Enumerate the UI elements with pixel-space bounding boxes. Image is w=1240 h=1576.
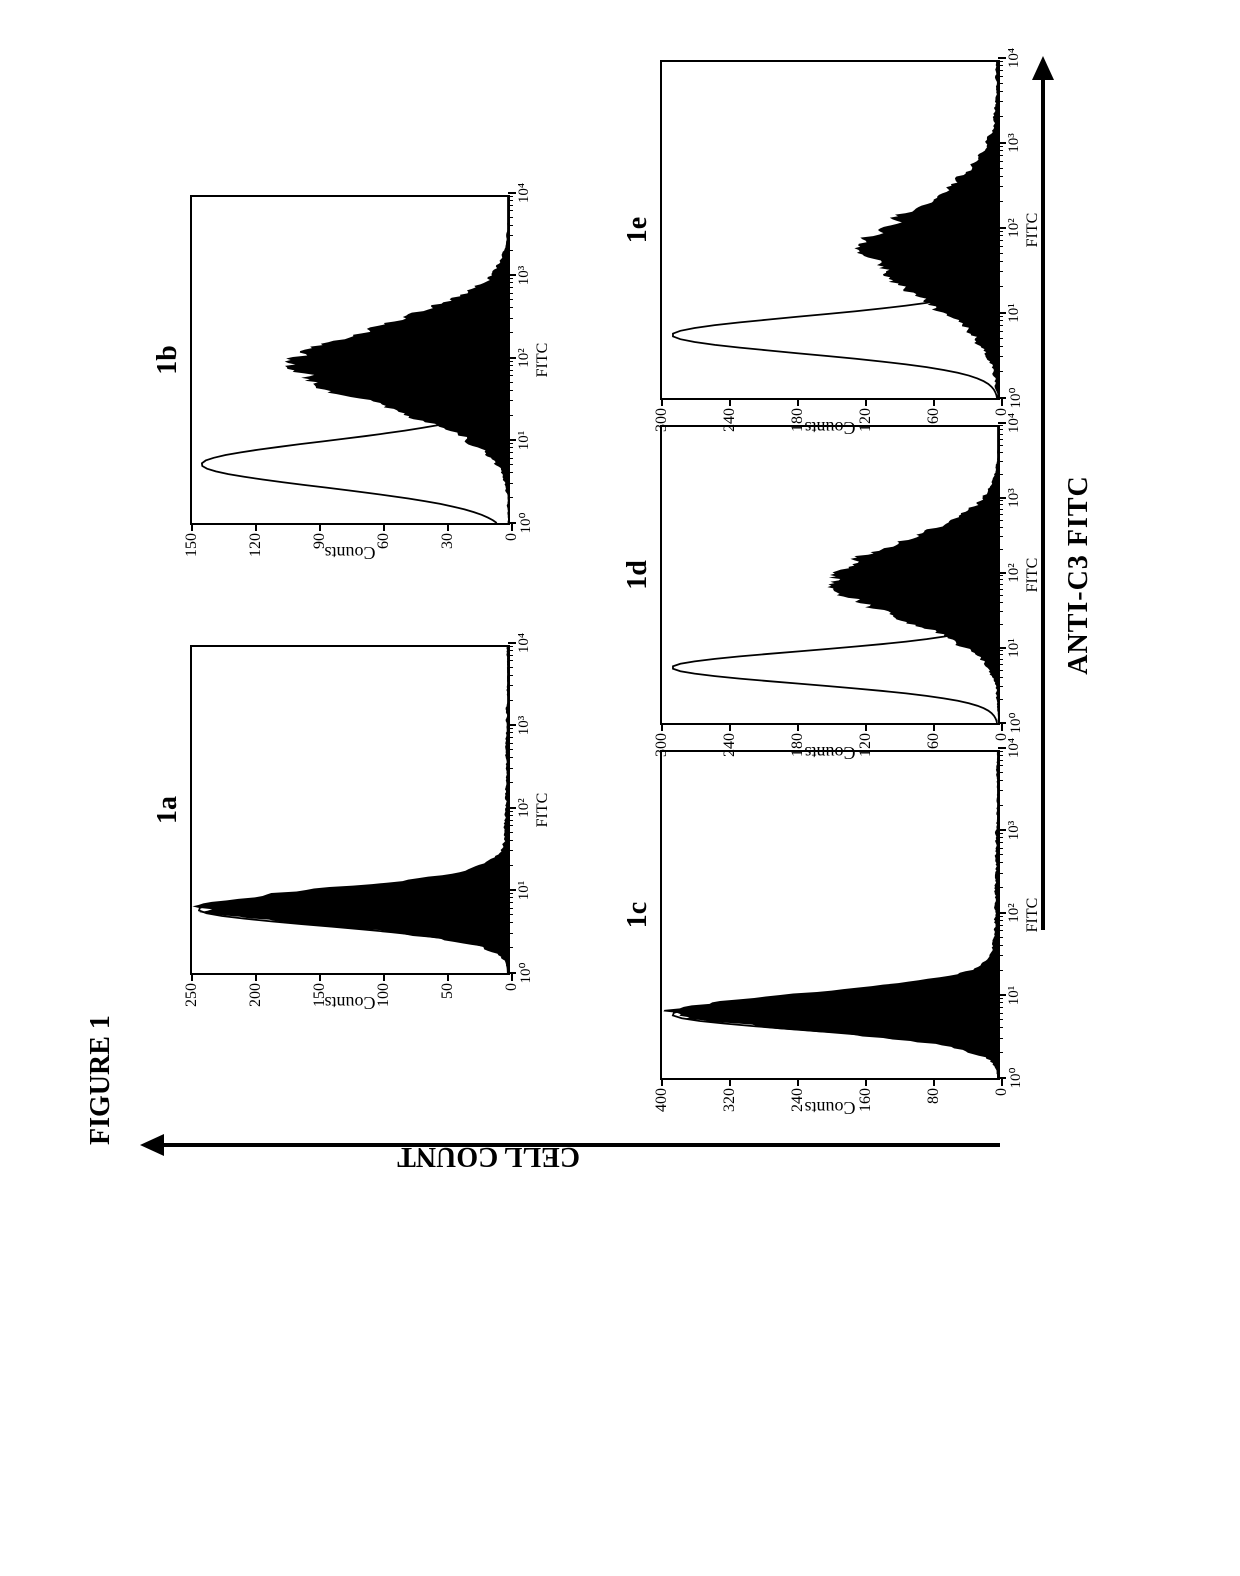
plot-box: 080160240320400Counts10⁰10¹10²10³10⁴FITC bbox=[660, 750, 1000, 1080]
panels-wrapper: ANTI-C3 FITC 1a050100150200250Counts10⁰1… bbox=[130, 60, 1030, 1090]
y-tick-label: 0 bbox=[993, 1088, 1011, 1096]
x-tick-label: 10⁰ bbox=[1006, 1067, 1025, 1088]
y-axis-title: Counts bbox=[804, 742, 855, 763]
y-tick-label: 30 bbox=[439, 533, 457, 549]
y-tick-label: 400 bbox=[653, 1088, 671, 1112]
y-tick-label: 300 bbox=[653, 733, 671, 757]
x-tick-label: 10² bbox=[516, 798, 533, 818]
x-axis-sublabel: FITC bbox=[1024, 558, 1042, 593]
x-tick-label: 10⁴ bbox=[516, 633, 533, 653]
plot-box: 060120180240300Counts10⁰10¹10²10³10⁴FITC bbox=[660, 425, 1000, 725]
y-tick-label: 120 bbox=[247, 533, 265, 557]
x-tick-label: 10² bbox=[516, 348, 533, 368]
x-axis-sublabel: FITC bbox=[534, 343, 552, 378]
y-tick-label: 300 bbox=[653, 408, 671, 432]
x-tick-label: 10¹ bbox=[516, 431, 533, 451]
panel-label: 1a bbox=[152, 796, 184, 824]
y-tick-label: 100 bbox=[375, 983, 393, 1007]
y-axis-title: Counts bbox=[324, 992, 375, 1013]
y-tick-label: 0 bbox=[503, 533, 521, 541]
y-tick-label: 60 bbox=[375, 533, 393, 549]
y-tick-label: 320 bbox=[721, 1088, 739, 1112]
x-tick-label: 10² bbox=[1006, 218, 1023, 238]
plot-box: 050100150200250Counts10⁰10¹10²10³10⁴FITC bbox=[190, 645, 510, 975]
panel-1b: 1b0306090120150Counts10⁰10¹10²10³10⁴FITC bbox=[190, 195, 510, 525]
x-tick-label: 10⁰ bbox=[516, 962, 535, 983]
histogram-svg bbox=[662, 62, 998, 398]
x-tick-label: 10³ bbox=[516, 716, 533, 736]
figure-container: FIGURE 1 CELL COUNT ANTI-C3 FITC 1a05010… bbox=[80, 50, 1180, 1150]
x-axis-sublabel: FITC bbox=[534, 793, 552, 828]
x-axis-global-label: ANTI-C3 FITC bbox=[1063, 475, 1095, 674]
y-axis-title: Counts bbox=[804, 1097, 855, 1118]
y-axis-title: Counts bbox=[324, 542, 375, 563]
histogram-filled bbox=[663, 752, 998, 1078]
panel-label: 1b bbox=[152, 345, 184, 375]
y-tick-label: 0 bbox=[993, 733, 1011, 741]
y-tick-label: 50 bbox=[439, 983, 457, 999]
y-tick-label: 240 bbox=[721, 408, 739, 432]
histogram-filled bbox=[827, 427, 998, 723]
x-tick-label: 10¹ bbox=[1006, 638, 1023, 658]
histogram-filled bbox=[285, 197, 508, 523]
x-tick-label: 10⁴ bbox=[1006, 48, 1023, 68]
x-tick-label: 10¹ bbox=[1006, 986, 1023, 1006]
y-tick-label: 80 bbox=[925, 1088, 943, 1104]
x-tick-label: 10⁰ bbox=[1006, 712, 1025, 733]
y-tick-label: 150 bbox=[183, 533, 201, 557]
x-tick-label: 10⁰ bbox=[1006, 387, 1025, 408]
histogram-svg bbox=[192, 197, 508, 523]
panel-label: 1e bbox=[622, 217, 654, 243]
x-tick-label: 10³ bbox=[1006, 488, 1023, 508]
plot-box: 0306090120150Counts10⁰10¹10²10³10⁴FITC bbox=[190, 195, 510, 525]
x-axis-sublabel: FITC bbox=[1024, 213, 1042, 248]
panel-1c: 1c080160240320400Counts10⁰10¹10²10³10⁴FI… bbox=[660, 750, 1000, 1080]
x-tick-label: 10⁰ bbox=[516, 512, 535, 533]
panel-label: 1c bbox=[622, 902, 654, 928]
histogram-svg bbox=[662, 752, 998, 1078]
x-tick-label: 10³ bbox=[1006, 821, 1023, 841]
x-tick-label: 10¹ bbox=[1006, 303, 1023, 323]
y-tick-label: 60 bbox=[925, 733, 943, 749]
panel-1d: 1d060120180240300Counts10⁰10¹10²10³10⁴FI… bbox=[660, 425, 1000, 725]
y-tick-label: 120 bbox=[857, 733, 875, 757]
x-tick-label: 10² bbox=[1006, 563, 1023, 583]
panel-label: 1d bbox=[622, 560, 654, 590]
y-tick-label: 240 bbox=[721, 733, 739, 757]
y-tick-label: 0 bbox=[993, 408, 1011, 416]
histogram-filled bbox=[854, 62, 998, 398]
histogram-svg bbox=[662, 427, 998, 723]
figure-title: FIGURE 1 bbox=[85, 1015, 117, 1145]
y-tick-label: 60 bbox=[925, 408, 943, 424]
x-tick-label: 10³ bbox=[516, 266, 533, 286]
x-axis-sublabel: FITC bbox=[1024, 898, 1042, 933]
y-axis-title: Counts bbox=[804, 417, 855, 438]
histogram-filled bbox=[192, 647, 508, 973]
plot-box: 060120180240300Counts10⁰10¹10²10³10⁴FITC bbox=[660, 60, 1000, 400]
y-tick-label: 250 bbox=[183, 983, 201, 1007]
y-tick-label: 120 bbox=[857, 408, 875, 432]
x-tick-label: 10³ bbox=[1006, 133, 1023, 153]
panel-1e: 1e060120180240300Counts10⁰10¹10²10³10⁴FI… bbox=[660, 60, 1000, 400]
y-axis-global-label: CELL COUNT bbox=[397, 1140, 580, 1172]
y-tick-label: 0 bbox=[503, 983, 521, 991]
x-axis-arrow bbox=[1038, 60, 1048, 930]
x-tick-label: 10² bbox=[1006, 903, 1023, 923]
x-tick-label: 10¹ bbox=[516, 881, 533, 901]
y-tick-label: 160 bbox=[857, 1088, 875, 1112]
histogram-svg bbox=[192, 647, 508, 973]
y-tick-label: 200 bbox=[247, 983, 265, 1007]
panel-1a: 1a050100150200250Counts10⁰10¹10²10³10⁴FI… bbox=[190, 645, 510, 975]
x-tick-label: 10⁴ bbox=[516, 183, 533, 203]
